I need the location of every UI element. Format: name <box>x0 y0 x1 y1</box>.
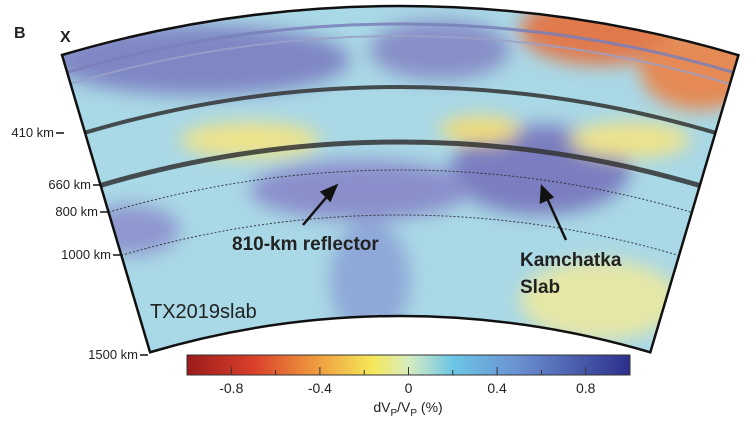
colorbar-tick-label: -0.8 <box>219 380 243 396</box>
section-outline <box>60 4 741 354</box>
depth-line <box>70 35 731 85</box>
label-part: P <box>390 408 397 419</box>
depth-label: 800 km <box>55 204 98 219</box>
arrows <box>302 183 568 241</box>
tomography-section <box>62 6 739 353</box>
colorbar-tick-label: 0 <box>405 380 413 396</box>
annotation: 810-km reflector <box>232 234 379 255</box>
depth-line <box>84 84 717 135</box>
depth-line <box>99 139 701 188</box>
label-part: P <box>410 408 417 419</box>
depth-line <box>66 22 734 74</box>
depth-label: 660 km <box>48 177 91 192</box>
depth-line <box>108 169 692 213</box>
label-part: (%) <box>417 399 443 415</box>
colorbar-label: dVP/VP (%) <box>373 399 442 419</box>
colorbar-tick-label: 0.4 <box>487 380 507 396</box>
depth-label: 410 km <box>11 125 54 140</box>
profile-start: X <box>60 29 71 46</box>
colorbar-tick-label: -0.4 <box>308 380 332 396</box>
panel-label: B <box>14 25 26 42</box>
model-name: TX2019slab <box>150 301 257 323</box>
label-part: dV <box>373 399 391 415</box>
annotation: Slab <box>520 277 560 298</box>
depth-label: 1000 km <box>61 247 111 262</box>
label-part: /V <box>397 399 411 415</box>
colorbar-tick-label: 0.8 <box>576 380 596 396</box>
depth-line <box>121 214 680 256</box>
depth-label: 1500 km <box>88 347 138 362</box>
annotation: Kamchatka <box>520 250 622 271</box>
